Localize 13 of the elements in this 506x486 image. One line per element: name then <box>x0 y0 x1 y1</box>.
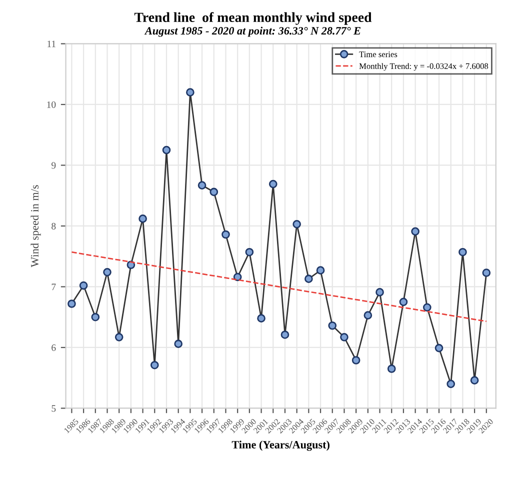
chart-subtitle: August 1985 - 2020 at point: 36.33° N 28.77° E <box>144 26 360 37</box>
chart-title: Trend line of mean monthly wind speed <box>134 12 372 25</box>
legend-label: Time series <box>359 52 398 58</box>
y-tick-label: 5 <box>52 405 56 412</box>
legend-label: Monthly Trend: y = -0.0324x + 7.6008 <box>359 63 488 71</box>
x-axis-title: Time (Years/August) <box>232 440 330 451</box>
y-tick-label: 8 <box>52 222 56 230</box>
y-tick-label: 11 <box>48 40 56 48</box>
y-tick-label: 10 <box>47 101 56 108</box>
y-axis-title: Wind speed in m/s <box>30 185 41 268</box>
y-tick-label: 7 <box>52 284 56 290</box>
y-tick-label: 9 <box>52 162 56 169</box>
y-tick-label: 6 <box>52 344 56 351</box>
